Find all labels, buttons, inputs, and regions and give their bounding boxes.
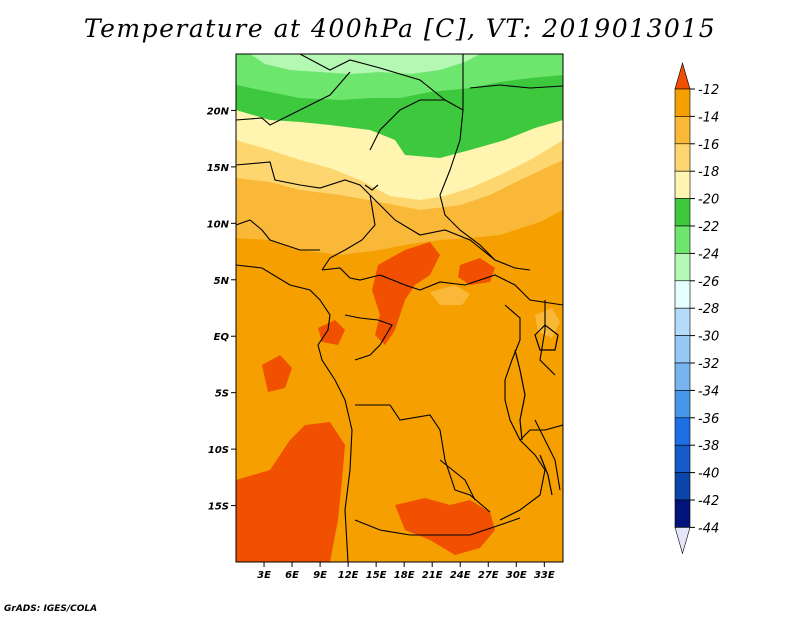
- colorbar-swatch: [674, 362, 691, 391]
- colorbar-label: -42: [698, 494, 719, 509]
- colorbar-swatch: [674, 417, 691, 446]
- lat-tick-label: EQ: [214, 332, 230, 343]
- lon-tick-label: 15E: [366, 570, 387, 581]
- lon-tick-label: 3E: [257, 570, 271, 581]
- colorbar-label: -40: [698, 467, 719, 482]
- lon-tick-label: 12E: [338, 570, 359, 581]
- colorbar-swatch: [674, 143, 691, 172]
- colorbar-under-triangle: [674, 527, 691, 555]
- colorbar-swatch: [674, 499, 691, 528]
- colorbar-label: -26: [698, 275, 719, 290]
- lon-axis: 3E 6E 9E 12E 15E 18E 21E 24E 27E 30E 33E: [257, 562, 555, 581]
- colorbar-label: -12: [698, 83, 719, 98]
- lon-tick-label: 27E: [478, 570, 499, 581]
- lat-tick-label: 10S: [208, 445, 229, 456]
- lat-tick-label: 5S: [215, 389, 229, 400]
- warm-pocket-southwest: [236, 422, 345, 562]
- colorbar-swatch: [674, 225, 691, 254]
- lon-tick-label: 30E: [506, 570, 527, 581]
- colorbar-swatch: [674, 335, 691, 364]
- colorbar-label: -18: [698, 165, 719, 180]
- colorbar-over-triangle: [674, 61, 691, 90]
- warm-pocket-west: [262, 355, 292, 392]
- colorbar-label: -34: [698, 384, 719, 399]
- colorbar-label: -36: [698, 412, 719, 427]
- colorbar-label: -14: [698, 110, 719, 125]
- lat-tick-label: 10N: [207, 219, 230, 230]
- light-pocket-center: [430, 285, 470, 305]
- colorbar-swatch: [674, 170, 691, 199]
- colorbar: -12 -14 -16 -18 -20 -22 -24 -26 -28 -30 -32 -34 -36 -…: [674, 61, 719, 555]
- colorbar-label: -44: [698, 521, 719, 536]
- plot-title: Temperature at 400hPa [C], VT: 201901301…: [83, 14, 717, 43]
- colorbar-swatch: [674, 307, 691, 336]
- lon-tick-label: 9E: [313, 570, 327, 581]
- lat-tick-label: 20N: [207, 106, 230, 117]
- lat-axis: 20N 15N 10N 5N EQ 5S 10S 15S: [207, 106, 236, 513]
- lat-tick-label: 15N: [207, 163, 230, 174]
- lake-malawi: [539, 454, 553, 496]
- colorbar-swatch: [674, 444, 691, 473]
- lake-tanganyika: [514, 349, 526, 441]
- temperature-field: [236, 54, 563, 562]
- colorbar-label: -38: [698, 439, 719, 454]
- colorbar-label: -16: [698, 138, 719, 153]
- colorbar-label: -22: [698, 220, 719, 235]
- warm-pocket-central: [372, 242, 440, 345]
- light-pocket-east: [535, 308, 560, 338]
- lon-tick-label: 24E: [450, 570, 471, 581]
- colorbar-swatch: [674, 253, 691, 282]
- colorbar-swatch: [674, 280, 691, 309]
- colorbar-label: -28: [698, 302, 719, 317]
- lat-tick-label: 5N: [214, 276, 230, 287]
- colorbar-label: -20: [698, 193, 719, 208]
- lat-tick-label: 15S: [208, 502, 229, 513]
- map-frame: [235, 53, 564, 563]
- lon-tick-label: 18E: [394, 570, 415, 581]
- colorbar-label: -24: [698, 247, 719, 262]
- lon-tick-label: 6E: [285, 570, 299, 581]
- lake-chad: [364, 184, 379, 191]
- country-borders: [236, 54, 563, 562]
- colorbar-swatch: [674, 390, 691, 419]
- colorbar-swatch: [674, 116, 691, 145]
- colorbar-swatch: [674, 198, 691, 227]
- warm-pocket-gabon: [318, 320, 345, 345]
- colorbar-label: -30: [698, 330, 719, 345]
- lon-tick-label: 21E: [422, 570, 443, 581]
- grads-credit: GrADS: IGES/COLA: [4, 604, 98, 614]
- colorbar-swatch: [674, 472, 691, 501]
- lon-tick-label: 33E: [534, 570, 555, 581]
- lake-victoria: [534, 324, 559, 351]
- colorbar-swatch: [674, 88, 691, 117]
- lakes: [364, 184, 559, 496]
- colorbar-label: -32: [698, 357, 719, 372]
- warm-pocket-south: [395, 498, 495, 555]
